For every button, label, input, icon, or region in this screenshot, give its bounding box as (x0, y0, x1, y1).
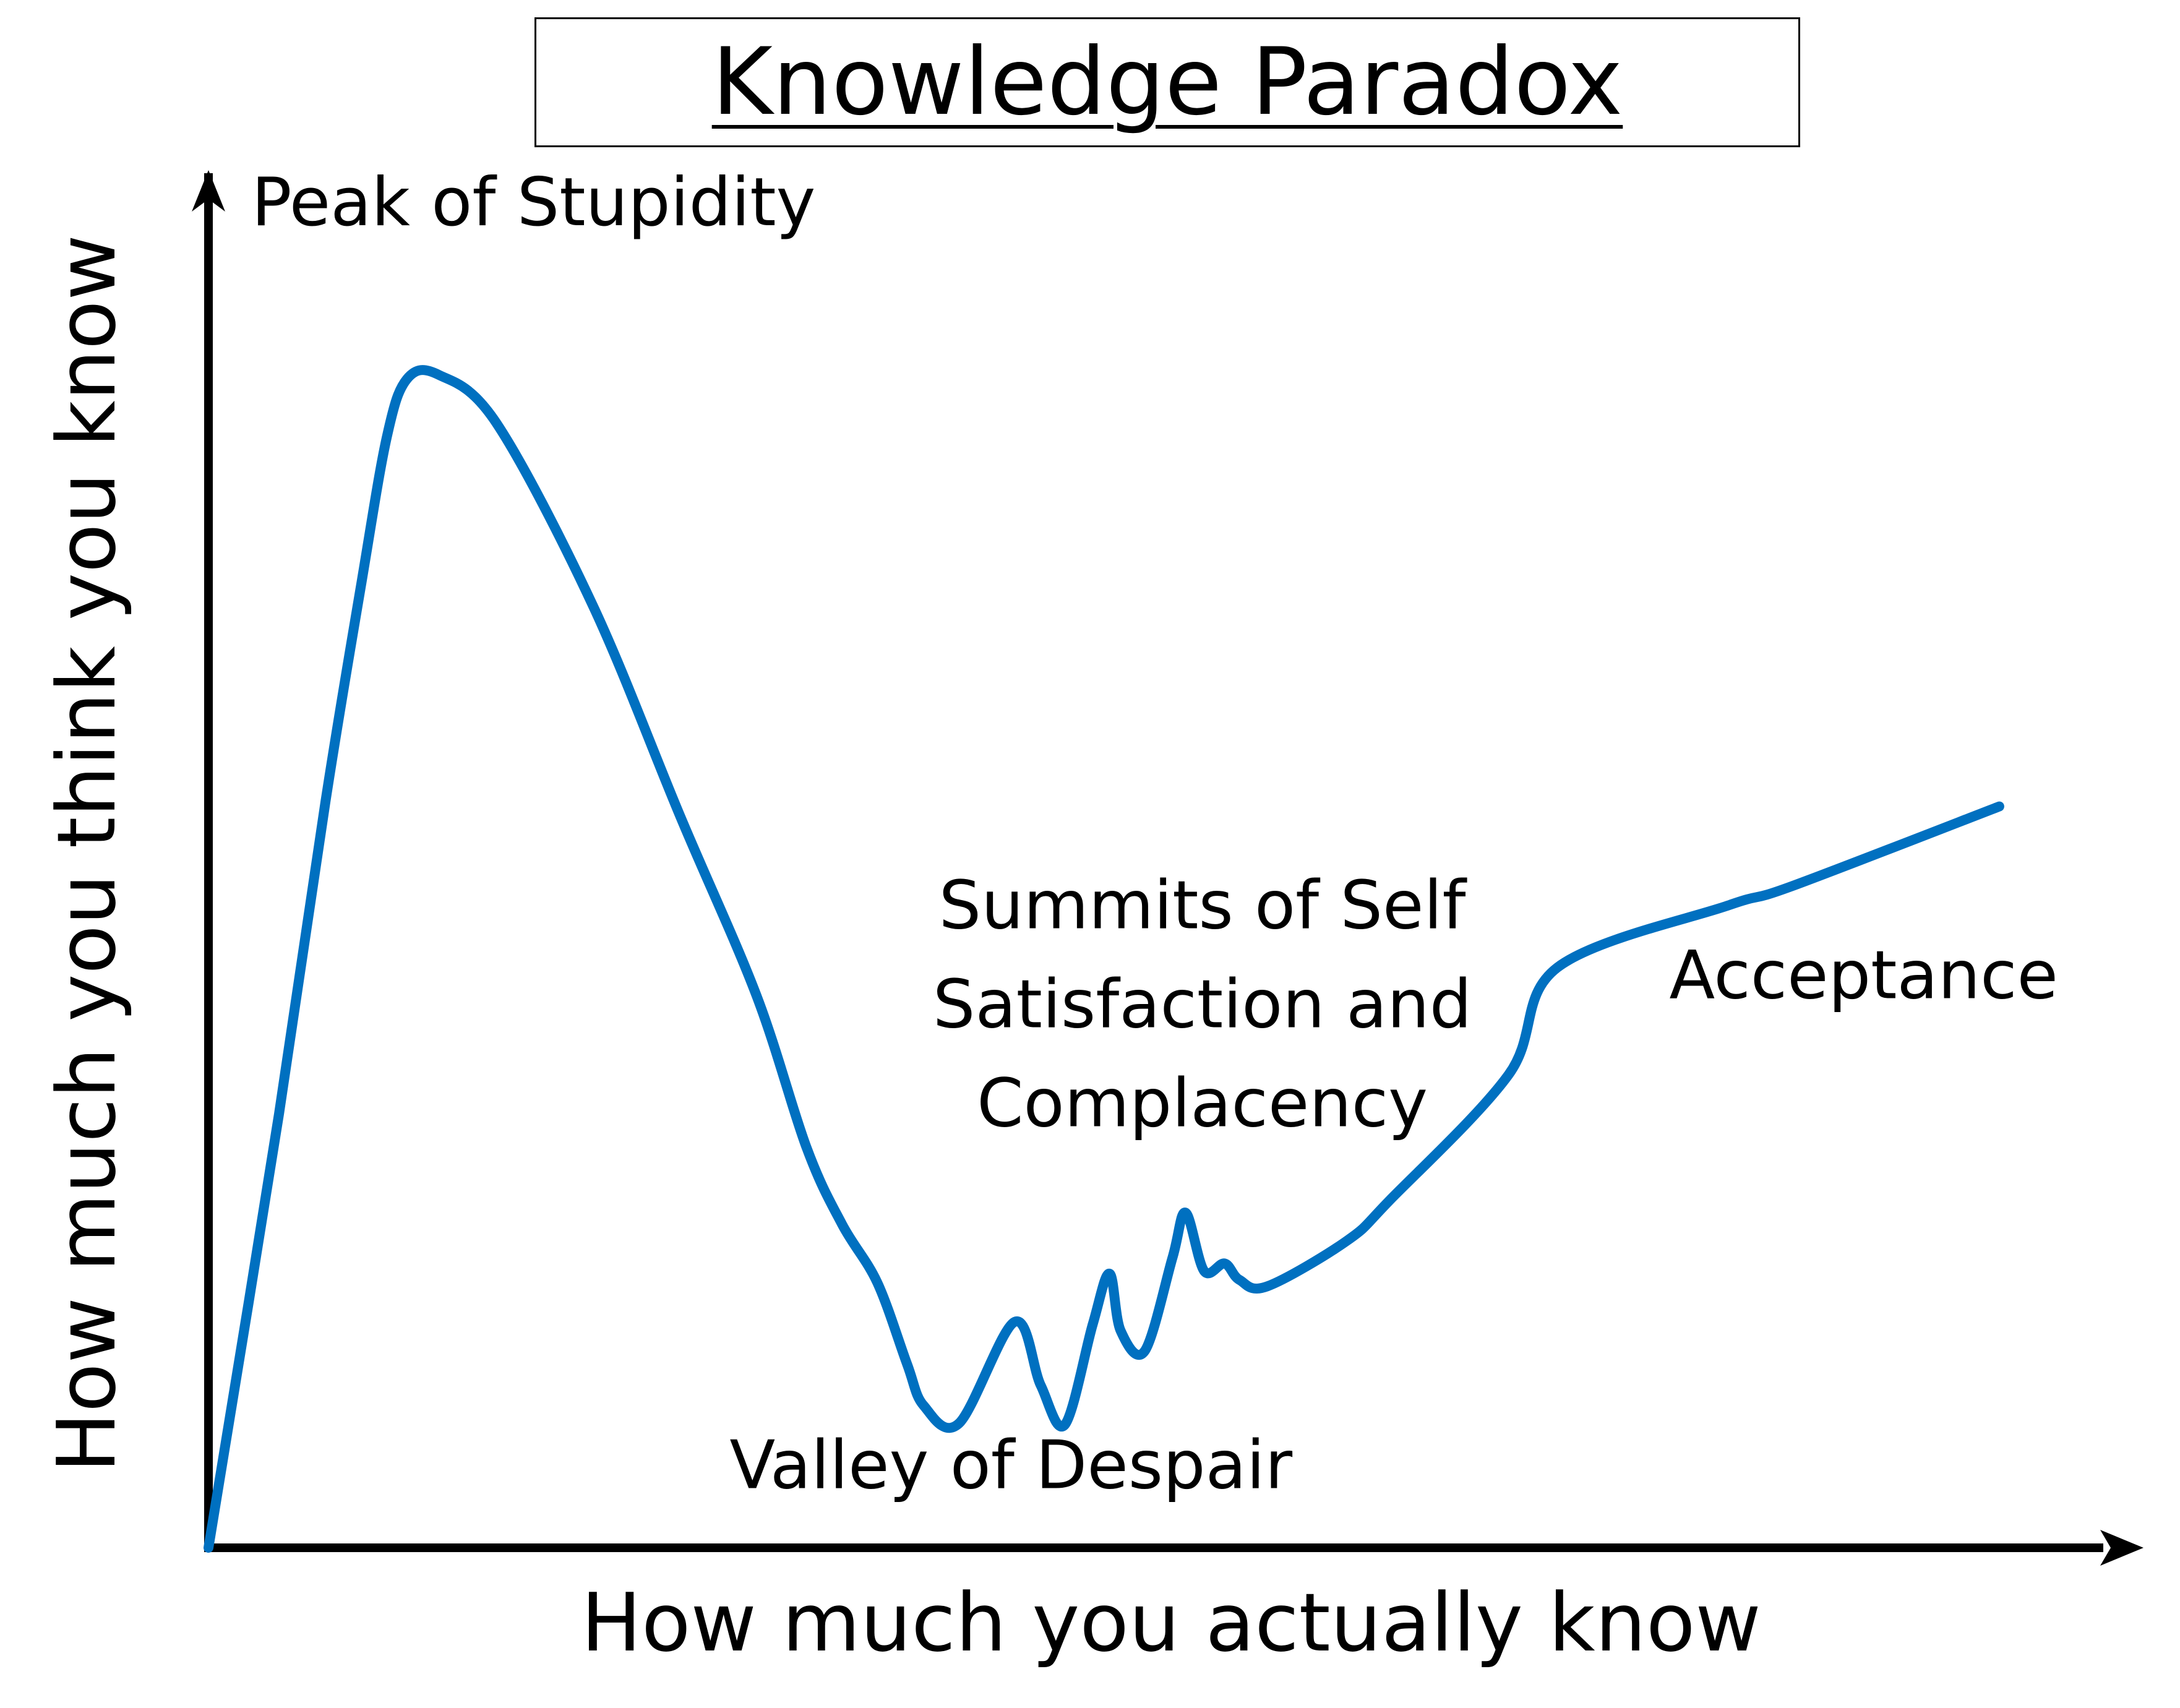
annotation-label-1: Valley of Despair (729, 1427, 1292, 1504)
annotation-layer: Peak of Stupidity Valley of Despair Summit… (252, 164, 2058, 1504)
x-axis-label: How much you actually know (581, 1576, 1761, 1670)
y-axis-label: How much you think you know (40, 234, 134, 1473)
annotation-label-0: Peak of Stupidity (252, 164, 816, 241)
annotation-label-4: Complacency (977, 1065, 1428, 1143)
chart-title-box: Knowledge Paradox (534, 17, 1800, 147)
chart-title: Knowledge Paradox (711, 28, 1623, 136)
annotation-label-2: Summits of Self (939, 867, 1468, 945)
series-layer (204, 365, 2004, 1553)
series-line-0 (204, 365, 2004, 1553)
x-axis-arrowhead (2100, 1530, 2144, 1566)
annotation-label-5: Acceptance (1669, 937, 2058, 1015)
annotation-label-3: Satisfaction and (933, 966, 1472, 1044)
y-axis-arrowhead (192, 170, 225, 212)
